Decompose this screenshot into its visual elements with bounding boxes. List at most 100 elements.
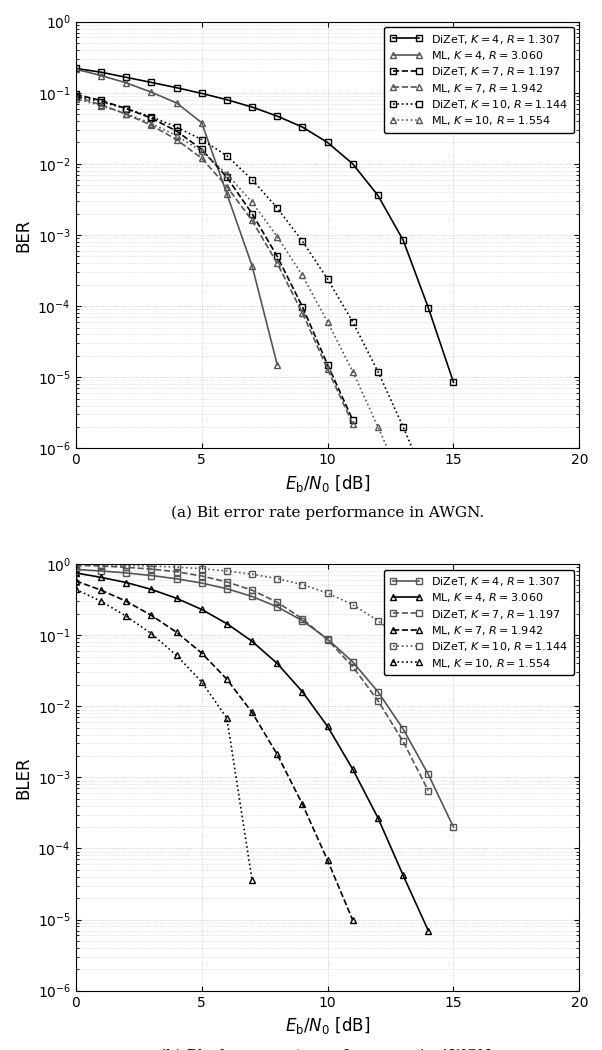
ML, $K = 4$, $R = 3.060$ — [324, 720, 331, 733]
Y-axis label: BER: BER — [14, 218, 32, 252]
DiZeT, $K = 7$, $R = 1.197$ — [299, 300, 306, 313]
Line: DiZeT, $K = 10$, $R = 1.144$: DiZeT, $K = 10$, $R = 1.144$ — [72, 561, 432, 671]
DiZeT, $K = 7$, $R = 1.197$ — [349, 414, 356, 426]
ML, $K = 7$, $R = 1.942$ — [72, 90, 79, 103]
DiZeT, $K = 4$, $R = 1.307$ — [299, 121, 306, 133]
ML, $K = 10$, $R = 1.554$ — [123, 610, 130, 623]
ML, $K = 7$, $R = 1.942$ — [249, 706, 256, 718]
DiZeT, $K = 7$, $R = 1.197$ — [173, 125, 180, 138]
DiZeT, $K = 10$, $R = 1.144$ — [72, 89, 79, 102]
DiZeT, $K = 10$, $R = 1.144$ — [299, 235, 306, 248]
Legend: DiZeT, $K = 4$, $R = 1.307$, ML, $K = 4$, $R = 3.060$, DiZeT, $K = 7$, $R = 1.19: DiZeT, $K = 4$, $R = 1.307$, ML, $K = 4$… — [383, 569, 574, 675]
DiZeT, $K = 7$, $R = 1.197$ — [249, 584, 256, 596]
DiZeT, $K = 10$, $R = 1.144$ — [249, 568, 256, 581]
ML, $K = 7$, $R = 1.942$ — [274, 257, 281, 270]
DiZeT, $K = 10$, $R = 1.144$ — [349, 598, 356, 611]
DiZeT, $K = 4$, $R = 1.307$ — [274, 601, 281, 613]
DiZeT, $K = 4$, $R = 1.307$ — [324, 136, 331, 149]
X-axis label: $E_{\mathrm{b}}/N_0$ [dB]: $E_{\mathrm{b}}/N_0$ [dB] — [285, 1015, 370, 1036]
ML, $K = 10$, $R = 1.554$ — [249, 874, 256, 886]
ML, $K = 4$, $R = 3.060$ — [147, 583, 155, 595]
ML, $K = 10$, $R = 1.554$ — [147, 118, 155, 130]
DiZeT, $K = 10$, $R = 1.144$ — [223, 565, 231, 578]
DiZeT, $K = 10$, $R = 1.144$ — [249, 173, 256, 186]
ML, $K = 7$, $R = 1.942$ — [349, 914, 356, 926]
ML, $K = 10$, $R = 1.554$ — [147, 627, 155, 639]
DiZeT, $K = 4$, $R = 1.307$ — [424, 769, 432, 781]
DiZeT, $K = 4$, $R = 1.307$ — [198, 576, 205, 589]
Line: DiZeT, $K = 10$, $R = 1.144$: DiZeT, $K = 10$, $R = 1.144$ — [72, 92, 432, 489]
DiZeT, $K = 4$, $R = 1.307$ — [450, 821, 457, 834]
ML, $K = 7$, $R = 1.942$ — [123, 595, 130, 608]
Line: DiZeT, $K = 7$, $R = 1.197$: DiZeT, $K = 7$, $R = 1.197$ — [72, 562, 432, 794]
Line: ML, $K = 4$, $R = 3.060$: ML, $K = 4$, $R = 3.060$ — [72, 66, 281, 369]
ML, $K = 4$, $R = 3.060$ — [249, 259, 256, 272]
ML, $K = 10$, $R = 1.554$ — [98, 595, 105, 608]
DiZeT, $K = 10$, $R = 1.144$ — [173, 561, 180, 573]
ML, $K = 10$, $R = 1.554$ — [98, 100, 105, 112]
DiZeT, $K = 4$, $R = 1.307$ — [349, 655, 356, 668]
DiZeT, $K = 4$, $R = 1.307$ — [374, 189, 382, 202]
DiZeT, $K = 4$, $R = 1.307$ — [147, 76, 155, 88]
ML, $K = 7$, $R = 1.942$ — [223, 181, 231, 193]
DiZeT, $K = 10$, $R = 1.144$ — [424, 479, 432, 491]
DiZeT, $K = 10$, $R = 1.144$ — [424, 662, 432, 674]
ML, $K = 4$, $R = 3.060$ — [274, 657, 281, 670]
ML, $K = 7$, $R = 1.942$ — [123, 108, 130, 121]
ML, $K = 7$, $R = 1.942$ — [324, 854, 331, 866]
DiZeT, $K = 7$, $R = 1.197$ — [349, 660, 356, 673]
ML, $K = 4$, $R = 3.060$ — [72, 567, 79, 580]
DiZeT, $K = 10$, $R = 1.144$ — [173, 121, 180, 133]
DiZeT, $K = 4$, $R = 1.307$ — [374, 686, 382, 698]
DiZeT, $K = 10$, $R = 1.144$ — [374, 365, 382, 378]
DiZeT, $K = 7$, $R = 1.197$ — [274, 596, 281, 609]
DiZeT, $K = 7$, $R = 1.197$ — [249, 207, 256, 219]
DiZeT, $K = 10$, $R = 1.144$ — [400, 635, 407, 648]
DiZeT, $K = 7$, $R = 1.197$ — [299, 612, 306, 625]
Line: DiZeT, $K = 4$, $R = 1.307$: DiZeT, $K = 4$, $R = 1.307$ — [72, 566, 457, 831]
DiZeT, $K = 10$, $R = 1.144$ — [123, 102, 130, 114]
Line: ML, $K = 4$, $R = 3.060$: ML, $K = 4$, $R = 3.060$ — [72, 569, 432, 934]
DiZeT, $K = 10$, $R = 1.144$ — [400, 421, 407, 434]
ML, $K = 10$, $R = 1.554$ — [173, 129, 180, 142]
DiZeT, $K = 4$, $R = 1.307$ — [147, 569, 155, 582]
DiZeT, $K = 10$, $R = 1.144$ — [274, 572, 281, 585]
ML, $K = 10$, $R = 1.554$ — [72, 92, 79, 105]
DiZeT, $K = 10$, $R = 1.144$ — [98, 96, 105, 108]
Line: ML, $K = 10$, $R = 1.554$: ML, $K = 10$, $R = 1.554$ — [72, 586, 255, 883]
DiZeT, $K = 7$, $R = 1.197$ — [72, 88, 79, 101]
ML, $K = 4$, $R = 3.060$ — [223, 617, 231, 630]
ML, $K = 10$, $R = 1.554$ — [274, 230, 281, 243]
ML, $K = 4$, $R = 3.060$ — [400, 869, 407, 882]
Line: ML, $K = 7$, $R = 1.942$: ML, $K = 7$, $R = 1.942$ — [72, 578, 356, 924]
ML, $K = 10$, $R = 1.554$ — [198, 675, 205, 688]
DiZeT, $K = 7$, $R = 1.197$ — [147, 563, 155, 575]
ML, $K = 10$, $R = 1.554$ — [173, 649, 180, 662]
DiZeT, $K = 7$, $R = 1.197$ — [274, 250, 281, 262]
DiZeT, $K = 10$, $R = 1.144$ — [324, 273, 331, 286]
DiZeT, $K = 4$, $R = 1.307$ — [173, 82, 180, 94]
ML, $K = 7$, $R = 1.942$ — [349, 418, 356, 430]
Line: ML, $K = 7$, $R = 1.942$: ML, $K = 7$, $R = 1.942$ — [72, 93, 356, 427]
ML, $K = 7$, $R = 1.942$ — [299, 798, 306, 811]
ML, $K = 10$, $R = 1.554$ — [249, 196, 256, 209]
DiZeT, $K = 7$, $R = 1.197$ — [123, 102, 130, 114]
ML, $K = 4$, $R = 3.060$ — [98, 571, 105, 584]
DiZeT, $K = 10$, $R = 1.144$ — [349, 316, 356, 329]
DiZeT, $K = 7$, $R = 1.197$ — [98, 560, 105, 572]
ML, $K = 4$, $R = 3.060$ — [299, 686, 306, 698]
DiZeT, $K = 10$, $R = 1.144$ — [98, 559, 105, 571]
ML, $K = 7$, $R = 1.942$ — [72, 574, 79, 587]
DiZeT, $K = 4$, $R = 1.307$ — [249, 590, 256, 603]
ML, $K = 4$, $R = 3.060$ — [123, 77, 130, 89]
Text: (b) Block error rate performance in AWGN.: (b) Block error rate performance in AWGN… — [160, 1049, 495, 1050]
DiZeT, $K = 4$, $R = 1.307$ — [98, 565, 105, 578]
DiZeT, $K = 7$, $R = 1.197$ — [147, 112, 155, 125]
DiZeT, $K = 10$, $R = 1.144$ — [324, 587, 331, 600]
DiZeT, $K = 10$, $R = 1.144$ — [72, 559, 79, 571]
DiZeT, $K = 4$, $R = 1.307$ — [274, 110, 281, 123]
DiZeT, $K = 4$, $R = 1.307$ — [223, 583, 231, 595]
ML, $K = 4$, $R = 3.060$ — [274, 358, 281, 371]
DiZeT, $K = 7$, $R = 1.197$ — [324, 358, 331, 371]
ML, $K = 10$, $R = 1.554$ — [123, 107, 130, 120]
